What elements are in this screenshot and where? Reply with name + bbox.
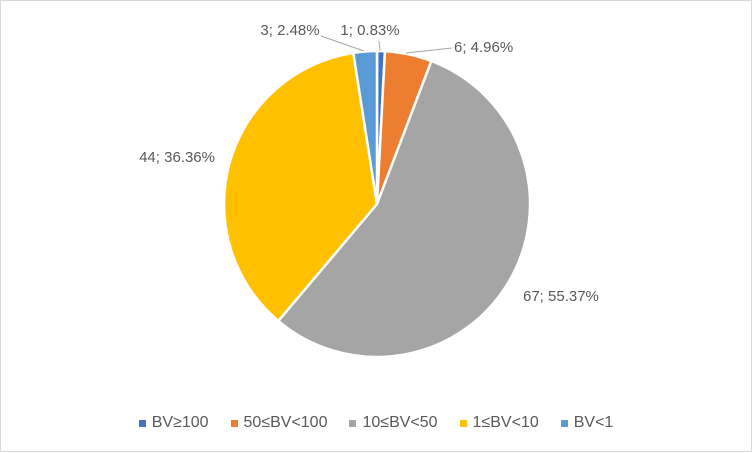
leader-line [378,40,381,52]
legend-swatch [349,419,357,427]
leader-line [405,47,453,54]
pie-slice [222,51,379,323]
data-label: 44; 36.36% [139,149,215,166]
legend-swatch [459,419,467,427]
data-label: 67; 55.37% [523,288,599,305]
data-label: 1; 0.83% [340,22,399,39]
legend-item: 1≤BV<10 [459,414,539,432]
data-label: 3; 2.48% [260,22,319,39]
legend-swatch [138,419,146,427]
pie-slice [352,49,379,206]
legend-swatch [230,419,238,427]
legend-label: BV<1 [573,414,614,431]
leader-line [320,35,365,52]
legend-item: BV<1 [560,414,614,432]
legend-label: 1≤BV<10 [472,414,539,431]
chart-legend: BV≥100 50≤BV<100 10≤BV<50 1≤BV<10 BV<1 [1,414,751,432]
legend-item: 50≤BV<100 [230,414,328,432]
pie-slice [277,59,532,359]
legend-item: BV≥100 [138,414,209,432]
legend-label: 10≤BV<50 [362,414,438,431]
data-label: 6; 4.96% [454,39,513,56]
legend-label: BV≥100 [151,414,209,431]
legend-item: 10≤BV<50 [349,414,438,432]
legend-swatch [560,419,568,427]
legend-label: 50≤BV<100 [243,414,328,431]
